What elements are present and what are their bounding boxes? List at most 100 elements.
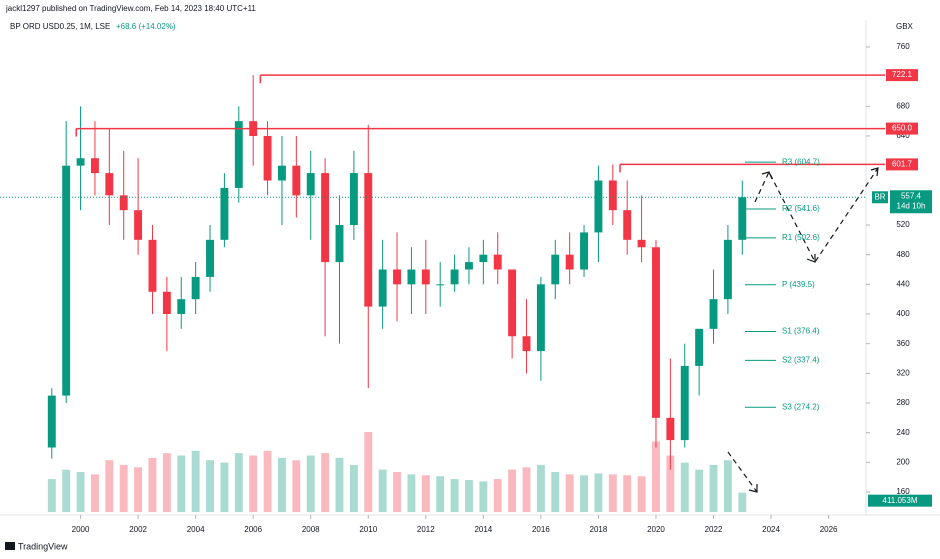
volume-bar: [134, 467, 143, 512]
candle-body: [321, 173, 330, 263]
x-tick-label: 2000: [72, 525, 90, 534]
last-price-tag: BR: [874, 192, 885, 201]
volume-bar: [234, 453, 243, 512]
y-tick-label: 360: [896, 339, 910, 348]
volume-bar: [666, 455, 675, 512]
y-tick-label: 400: [896, 309, 910, 318]
candle-body: [522, 336, 531, 352]
last-price-label: 557.4: [901, 191, 922, 200]
volume-bar: [723, 460, 732, 512]
volume-bar: [565, 474, 574, 512]
candle-body: [479, 254, 488, 263]
candle-body: [206, 239, 214, 277]
candle-body: [493, 254, 502, 270]
volume-bar: [335, 457, 344, 512]
candle-body: [234, 121, 243, 188]
candle-body: [680, 365, 689, 441]
candle-body: [134, 210, 143, 240]
candle-body: [90, 158, 99, 174]
volume-bar: [76, 472, 85, 512]
level-label: 722.1: [892, 70, 913, 79]
volume-bar: [479, 481, 488, 512]
candle-body: [637, 239, 646, 248]
volume-bar: [148, 457, 157, 512]
volume-bar: [47, 479, 56, 512]
y-tick-label: 240: [896, 428, 910, 437]
y-tick-label: 160: [896, 487, 910, 496]
volume-bar: [436, 476, 445, 512]
candle-body: [62, 165, 71, 396]
candle-body: [709, 299, 718, 329]
candle-body: [191, 276, 200, 300]
x-tick-label: 2006: [244, 525, 262, 534]
volume-bar: [465, 480, 473, 512]
volume-bar: [62, 469, 71, 512]
candle-body: [292, 165, 301, 196]
symbol: BP ORD USD0.25, 1M, LSE: [10, 22, 110, 31]
level-label: 650.0: [892, 124, 913, 133]
candle-body: [306, 173, 315, 196]
volume-bar: [594, 473, 603, 512]
volume-bar: [421, 475, 430, 512]
pivot-label: S2 (337.4): [782, 356, 820, 365]
volume-bar: [652, 441, 660, 512]
level-label-box: [886, 69, 918, 82]
volume-bar: [551, 472, 560, 512]
pivot-label: R3 (604.7): [782, 157, 820, 166]
candle-body: [47, 395, 56, 448]
candle-body: [436, 284, 445, 286]
volume-bar: [177, 455, 186, 512]
candle-body: [508, 269, 517, 337]
candle-body: [407, 269, 416, 285]
y-tick-label: 680: [896, 101, 910, 110]
volume-bar: [536, 464, 545, 512]
candle-body: [465, 262, 473, 270]
volume-bar: [220, 462, 229, 512]
y-tick-label: 760: [896, 42, 910, 51]
volume-bar: [292, 460, 301, 512]
volume-bar: [637, 476, 646, 512]
y-tick-label: 280: [896, 398, 910, 407]
volume-bar: [90, 474, 99, 512]
candle-body: [277, 165, 286, 181]
y-tick-label: 320: [896, 368, 910, 377]
candle-body: [335, 225, 344, 263]
last-price-tag-box: [872, 191, 888, 204]
publisher: jackl1297 published on TradingView.com, …: [5, 4, 256, 13]
volume-bar: [493, 479, 502, 512]
volume-bar: [349, 464, 358, 512]
volume-bar: [378, 469, 387, 512]
candle-body: [177, 299, 186, 314]
candle-body: [148, 239, 157, 292]
candle-body: [594, 180, 603, 233]
brand: TradingView: [18, 541, 68, 551]
candle-body: [738, 197, 747, 240]
candle-body: [695, 328, 704, 366]
candle-body: [263, 136, 272, 181]
x-tick-label: 2012: [417, 525, 435, 534]
candle-body: [608, 180, 617, 211]
currency: GBX: [896, 22, 914, 31]
pivot-label: S1 (376.4): [782, 327, 820, 336]
volume-label: 411.053M: [883, 496, 918, 505]
x-tick-label: 2010: [359, 525, 377, 534]
y-tick-label: 520: [896, 220, 910, 229]
candle-body: [652, 247, 660, 418]
level-label: 601.7: [892, 160, 913, 169]
candle-body: [378, 269, 387, 307]
candle-body: [76, 158, 85, 166]
volume-bar: [623, 475, 632, 512]
arrow-heads: [748, 167, 879, 493]
candle-body: [723, 239, 732, 300]
volume-bar: [206, 460, 214, 512]
x-tick-label: 2022: [705, 525, 723, 534]
volume-bar: [321, 453, 330, 512]
y-tick-label: 200: [896, 457, 910, 466]
volume-bar: [580, 475, 589, 512]
volume-bar: [393, 472, 401, 512]
y-tick-label: 640: [896, 131, 910, 140]
candle-body: [162, 291, 171, 314]
change: +68.6 (+14.02%): [116, 22, 176, 31]
volume-bar: [522, 467, 531, 512]
